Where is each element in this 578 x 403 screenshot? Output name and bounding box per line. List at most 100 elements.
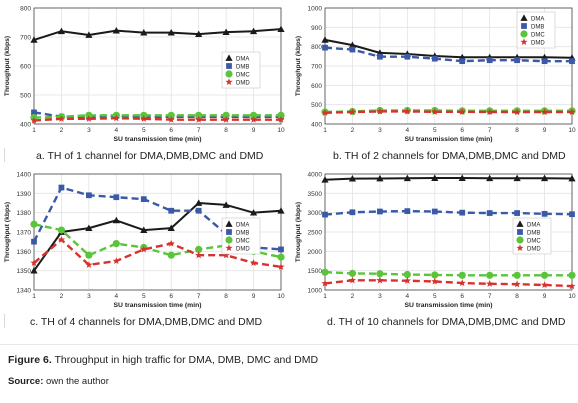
x-tick-label: 8 [224, 127, 228, 134]
y-axis-label: Throughput (kbps) [4, 202, 11, 262]
series-line-dmb [32, 186, 282, 251]
figure-source-label: Source: [8, 376, 44, 387]
x-tick-label: 9 [543, 293, 547, 300]
data-point-dmc [277, 111, 285, 119]
legend-marker-dmd [225, 244, 233, 252]
y-tick-label: 800 [20, 6, 31, 13]
y-axis-label: Throughput (kbps) [295, 36, 302, 96]
data-point-dmd [30, 116, 38, 124]
legend-marker-dmd [516, 244, 524, 252]
data-point-dmb [514, 210, 520, 216]
data-point-dma [140, 226, 148, 233]
x-tick-label: 7 [197, 127, 201, 134]
series-dma [30, 25, 285, 43]
data-point-dma [30, 267, 38, 274]
legend-marker-dma [225, 54, 233, 61]
legend: DMA DMB DMC DMD [221, 51, 261, 89]
data-point-dma [348, 175, 357, 182]
y-tick-label: 3500 [308, 191, 323, 198]
y-tick-label: 500 [311, 102, 322, 109]
figure-separator [0, 344, 578, 345]
x-tick-label: 9 [252, 127, 256, 134]
data-point-dma [403, 174, 411, 182]
data-point-dmb [168, 207, 175, 214]
series-line-dma [33, 202, 282, 272]
legend-label-dmd: DMD [236, 246, 250, 252]
x-tick-label: 4 [115, 127, 119, 134]
data-point-dmd [277, 115, 285, 123]
data-point-dma [195, 30, 203, 37]
chart-panel-a: 400 500 600 700 800 1 2 3 4 5 6 7 8 9 10 SU transmissio… [0, 4, 287, 146]
data-point-dma [431, 174, 439, 181]
series-dmb [322, 208, 575, 218]
x-tick-label: 10 [277, 127, 285, 134]
figure-caption-label: Figure 6. [8, 354, 52, 366]
data-point-dmc [513, 271, 521, 279]
data-point-dmc [195, 111, 203, 119]
data-point-dma [376, 174, 384, 182]
x-tick-label: 4 [406, 293, 410, 300]
data-point-dmd [431, 277, 439, 285]
legend-marker-dmc [516, 236, 524, 244]
data-point-dmc [195, 245, 203, 253]
caption-a: a. TH of 1 channel for DMA,DMB,DMC and D… [36, 150, 264, 162]
y-tick-label: 600 [311, 83, 322, 90]
data-point-dmd [458, 279, 466, 287]
x-tick-label: 4 [406, 127, 410, 134]
x-tick-label: 9 [252, 293, 256, 300]
data-point-dmd [321, 279, 329, 287]
data-point-dmb [349, 46, 356, 53]
y-tick-label: 900 [311, 25, 322, 32]
y-axis-label: Throughput (kbps) [295, 202, 302, 262]
y-axis-label: Throughput (kbps) [4, 36, 11, 96]
y-tick-label: 1350 [17, 268, 32, 275]
data-point-dmd [376, 107, 384, 115]
data-point-dmd [195, 115, 203, 123]
data-point-dmb [58, 184, 65, 191]
data-point-dma [249, 27, 258, 35]
data-point-dmd [540, 281, 549, 289]
caption-c: c. TH of 4 channels for DMA,DMB,DMC and … [30, 316, 263, 328]
data-point-dmd [249, 115, 258, 123]
data-point-dmb [404, 208, 411, 214]
data-point-dmc [112, 240, 120, 248]
data-point-dmc [85, 251, 93, 259]
data-point-dmd [458, 108, 466, 115]
x-tick-label: 2 [60, 293, 64, 300]
data-point-dma [57, 27, 66, 35]
data-point-dmc [540, 271, 549, 279]
data-point-dmd [249, 259, 258, 266]
legend: DMA DMB DMC DMD [221, 217, 261, 255]
legend-label-dma: DMA [531, 16, 544, 22]
data-point-dmd [486, 108, 494, 116]
chart-panel-b: 400 500 600 700 800 900 1000 1 2 3 4 5 6 7 8 9 10 SU tran… [291, 4, 578, 146]
data-point-dma [112, 216, 120, 224]
legend-label-dmc: DMC [236, 72, 250, 78]
data-point-dmb [377, 53, 383, 60]
data-point-dmd [140, 115, 148, 122]
x-tick-label: 9 [543, 127, 547, 134]
series-dmd [30, 235, 285, 270]
legend-label-dmb: DMB [531, 24, 544, 30]
y-tick-label: 1390 [17, 191, 32, 198]
data-point-dma [540, 174, 549, 182]
x-tick-label: 10 [277, 293, 285, 300]
data-point-dmd [57, 235, 66, 243]
data-point-dma [277, 207, 285, 214]
data-point-dmb [569, 211, 575, 218]
caption-divider-left [4, 148, 5, 162]
series-line-dmc [324, 271, 572, 277]
series-line-dmc [33, 114, 281, 119]
data-point-dmd [222, 115, 230, 123]
data-point-dmb [431, 208, 438, 215]
y-tick-label: 1500 [308, 268, 323, 275]
data-point-dma [321, 36, 329, 43]
data-point-dmd [195, 251, 203, 259]
data-point-dma [85, 224, 93, 232]
data-point-dmd [85, 261, 93, 268]
series-line-dmd [33, 116, 281, 122]
data-point-dmd [568, 282, 576, 290]
data-point-dma [222, 28, 230, 35]
legend-label-dmb: DMB [236, 230, 249, 236]
data-point-dma [348, 41, 357, 48]
